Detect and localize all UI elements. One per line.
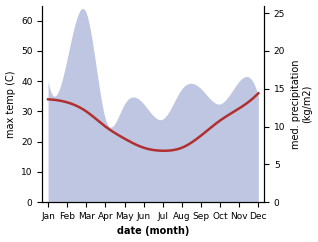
- Y-axis label: max temp (C): max temp (C): [5, 70, 16, 138]
- Y-axis label: med. precipitation
(kg/m2): med. precipitation (kg/m2): [291, 59, 313, 149]
- X-axis label: date (month): date (month): [117, 227, 190, 236]
